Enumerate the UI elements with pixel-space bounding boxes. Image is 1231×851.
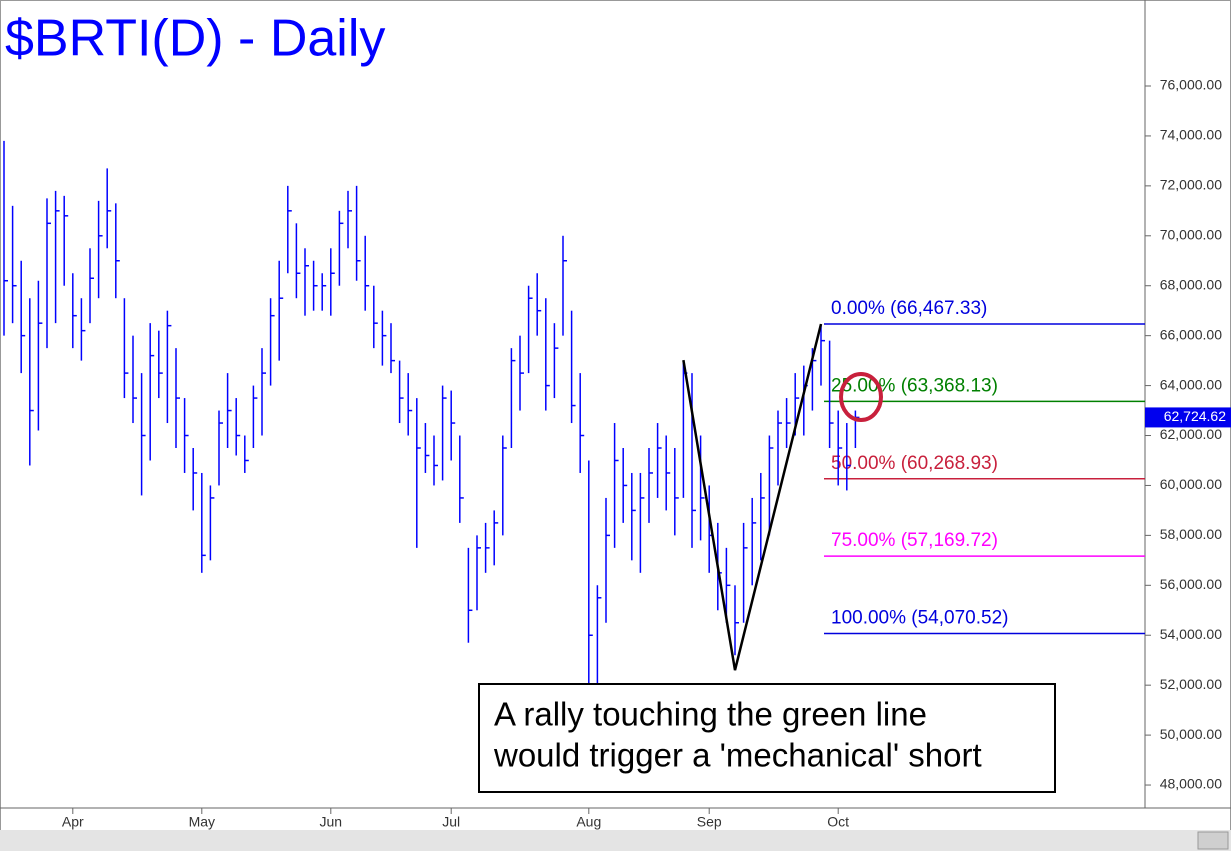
y-tick-label: 68,000.00 <box>1160 276 1222 292</box>
y-tick-label: 76,000.00 <box>1160 77 1222 93</box>
pattern-line <box>682 323 823 671</box>
fib-label: 100.00% (54,070.52) <box>831 607 1008 628</box>
y-tick-label: 56,000.00 <box>1160 576 1222 592</box>
y-tick-label: 62,000.00 <box>1160 426 1222 442</box>
highlight-circle <box>839 372 883 422</box>
y-tick-label: 66,000.00 <box>1160 326 1222 342</box>
scrollbar[interactable] <box>0 830 1231 851</box>
y-tick-label: 48,000.00 <box>1160 776 1222 792</box>
x-tick-label: May <box>189 814 215 830</box>
y-tick-label: 70,000.00 <box>1160 226 1222 242</box>
x-tick-label: Oct <box>827 814 849 830</box>
annotation-box <box>478 683 1056 793</box>
x-tick-label: Jul <box>442 814 460 830</box>
x-tick-label: Sep <box>697 814 722 830</box>
fib-label: 25.00% (63,368.13) <box>831 375 998 396</box>
y-tick-label: 52,000.00 <box>1160 676 1222 692</box>
annotation-text: A rally touching the green line <box>494 696 927 733</box>
last-price-box <box>1145 407 1231 428</box>
x-tick-label: Aug <box>576 814 601 830</box>
scroll-thumb[interactable] <box>1197 831 1229 850</box>
x-tick-label: Apr <box>62 814 84 830</box>
x-tick-label: Jun <box>320 814 343 830</box>
chart-title: $BRTI(D) - Daily <box>5 10 385 68</box>
y-tick-label: 64,000.00 <box>1160 376 1222 392</box>
y-tick-label: 50,000.00 <box>1160 726 1222 742</box>
fib-label: 50.00% (60,268.93) <box>831 453 998 474</box>
y-tick-label: 60,000.00 <box>1160 476 1222 492</box>
annotation-text: would trigger a 'mechanical' short <box>493 737 982 774</box>
y-tick-label: 74,000.00 <box>1160 127 1222 143</box>
y-tick-label: 72,000.00 <box>1160 177 1222 193</box>
last-price-label: 62,724.62 <box>1164 408 1226 424</box>
y-tick-label: 54,000.00 <box>1160 626 1222 642</box>
y-tick-label: 58,000.00 <box>1160 526 1222 542</box>
plot-area: 48,000.00 50,000.00 52,000.00 54,000.00 56,0… <box>3 77 1231 830</box>
fib-label: 0.00% (66,467.33) <box>831 298 987 319</box>
fib-label: 75.00% (57,169.72) <box>831 530 998 551</box>
